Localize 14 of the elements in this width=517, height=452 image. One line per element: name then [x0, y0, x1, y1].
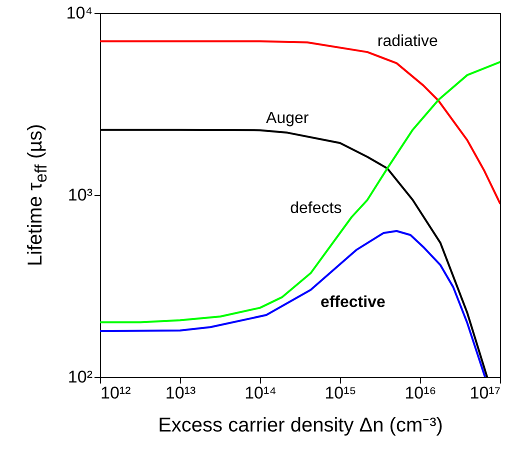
y-tick-label: 10² — [68, 368, 93, 386]
series-label: Auger — [266, 110, 310, 127]
x-tick-label: 10¹² — [100, 384, 132, 402]
x-tick-label: 10¹⁵ — [324, 384, 356, 402]
y-tick-label: 10⁴ — [66, 4, 92, 22]
x-tick-label: 10¹⁷ — [470, 384, 500, 402]
x-tick-label: 10¹³ — [165, 384, 196, 402]
x-axis-title: Excess carrier density Δn (cm⁻³) — [158, 414, 443, 436]
y-tick-label: 10³ — [68, 186, 93, 204]
series-label: radiative — [377, 33, 438, 50]
series-label: defects — [290, 200, 342, 217]
series-label: effective — [320, 294, 386, 312]
x-tick-label: 10¹⁶ — [404, 384, 436, 402]
x-tick-label: 10¹⁴ — [244, 384, 276, 402]
